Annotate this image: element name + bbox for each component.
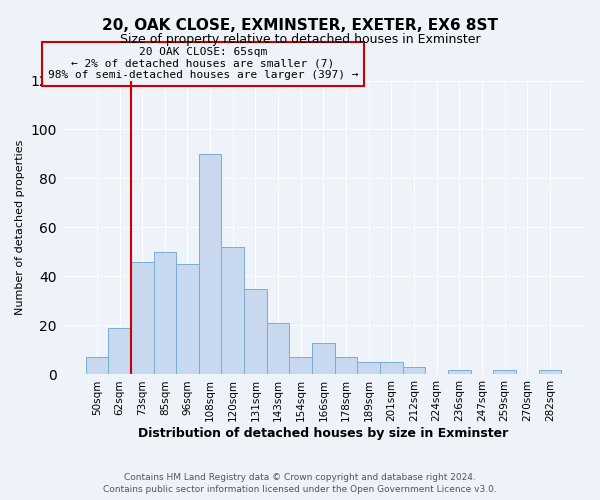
X-axis label: Distribution of detached houses by size in Exminster: Distribution of detached houses by size … bbox=[138, 427, 509, 440]
Bar bbox=[539, 370, 561, 374]
Text: 20, OAK CLOSE, EXMINSTER, EXETER, EX6 8ST: 20, OAK CLOSE, EXMINSTER, EXETER, EX6 8S… bbox=[102, 18, 498, 32]
Bar bbox=[176, 264, 199, 374]
Bar bbox=[380, 362, 403, 374]
Bar bbox=[244, 288, 267, 374]
Bar bbox=[493, 370, 516, 374]
Bar bbox=[199, 154, 221, 374]
Text: 20 OAK CLOSE: 65sqm
← 2% of detached houses are smaller (7)
98% of semi-detached: 20 OAK CLOSE: 65sqm ← 2% of detached hou… bbox=[48, 48, 358, 80]
Bar bbox=[448, 370, 470, 374]
Bar bbox=[312, 342, 335, 374]
Bar bbox=[267, 323, 289, 374]
Bar bbox=[358, 362, 380, 374]
Bar bbox=[154, 252, 176, 374]
Bar bbox=[86, 358, 108, 374]
Y-axis label: Number of detached properties: Number of detached properties bbox=[15, 140, 25, 315]
Text: Contains public sector information licensed under the Open Government Licence v3: Contains public sector information licen… bbox=[103, 485, 497, 494]
Bar bbox=[289, 358, 312, 374]
Bar bbox=[131, 262, 154, 374]
Bar bbox=[108, 328, 131, 374]
Bar bbox=[221, 247, 244, 374]
Text: Size of property relative to detached houses in Exminster: Size of property relative to detached ho… bbox=[119, 32, 481, 46]
Bar bbox=[403, 367, 425, 374]
Text: Contains HM Land Registry data © Crown copyright and database right 2024.: Contains HM Land Registry data © Crown c… bbox=[124, 474, 476, 482]
Bar bbox=[335, 358, 358, 374]
